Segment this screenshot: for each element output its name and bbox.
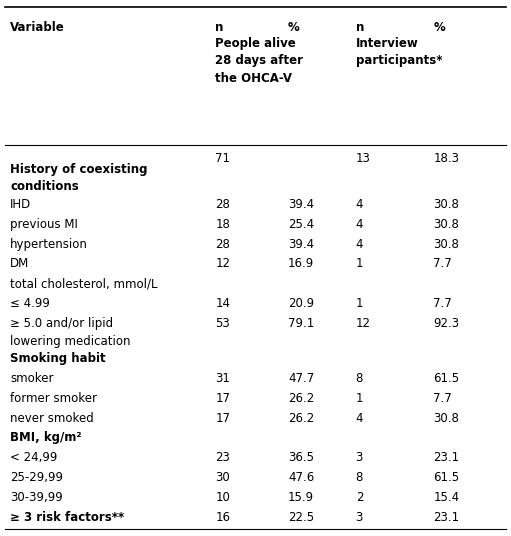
Text: 36.5: 36.5	[288, 451, 314, 464]
Text: 4: 4	[356, 198, 363, 211]
Text: n: n	[216, 21, 224, 34]
Text: 30.8: 30.8	[433, 412, 459, 425]
Text: ≤ 4.99: ≤ 4.99	[10, 297, 50, 310]
Text: History of coexisting
conditions: History of coexisting conditions	[10, 163, 148, 193]
Text: 18.3: 18.3	[433, 152, 459, 166]
Text: Smoking habit: Smoking habit	[10, 352, 106, 365]
Text: 71: 71	[216, 152, 230, 166]
Text: 92.3: 92.3	[433, 317, 459, 330]
Text: %: %	[288, 21, 300, 34]
Text: BMI, kg/m²: BMI, kg/m²	[10, 431, 82, 444]
Text: 26.2: 26.2	[288, 392, 314, 405]
Text: People alive
28 days after
the OHCA-V: People alive 28 days after the OHCA-V	[216, 37, 304, 85]
Text: 3: 3	[356, 451, 363, 464]
Text: 3: 3	[356, 511, 363, 524]
Text: 30.8: 30.8	[433, 237, 459, 251]
Text: 7.7: 7.7	[433, 297, 452, 310]
Text: 4: 4	[356, 218, 363, 230]
Text: 14: 14	[216, 297, 230, 310]
Text: 1: 1	[356, 257, 363, 271]
Text: 1: 1	[356, 392, 363, 405]
Text: hypertension: hypertension	[10, 237, 88, 251]
Text: never smoked: never smoked	[10, 412, 94, 425]
Text: 1: 1	[356, 297, 363, 310]
Text: 16.9: 16.9	[288, 257, 314, 271]
Text: 23.1: 23.1	[433, 451, 459, 464]
Text: former smoker: former smoker	[10, 392, 97, 405]
Text: 47.6: 47.6	[288, 471, 314, 484]
Text: 4: 4	[356, 237, 363, 251]
Text: 8: 8	[356, 471, 363, 484]
Text: 2: 2	[356, 491, 363, 504]
Text: 15.4: 15.4	[433, 491, 459, 504]
Text: 23: 23	[216, 451, 230, 464]
Text: 12: 12	[216, 257, 230, 271]
Text: 17: 17	[216, 412, 230, 425]
Text: IHD: IHD	[10, 198, 31, 211]
Text: 79.1: 79.1	[288, 317, 314, 330]
Text: Interview
participants*: Interview participants*	[356, 37, 442, 68]
Text: ≥ 3 risk factors**: ≥ 3 risk factors**	[10, 511, 124, 524]
Text: n: n	[356, 21, 364, 34]
Text: 22.5: 22.5	[288, 511, 314, 524]
Text: 8: 8	[356, 372, 363, 385]
Text: 47.7: 47.7	[288, 372, 314, 385]
Text: 39.4: 39.4	[288, 198, 314, 211]
Text: 61.5: 61.5	[433, 372, 459, 385]
Text: 17: 17	[216, 392, 230, 405]
Text: 30.8: 30.8	[433, 198, 459, 211]
Text: 25-29,99: 25-29,99	[10, 471, 63, 484]
Text: %: %	[433, 21, 445, 34]
Text: 61.5: 61.5	[433, 471, 459, 484]
Text: ≥ 5.0 and/or lipid
lowering medication: ≥ 5.0 and/or lipid lowering medication	[10, 317, 131, 347]
Text: 20.9: 20.9	[288, 297, 314, 310]
Text: 28: 28	[216, 237, 230, 251]
Text: 53: 53	[216, 317, 230, 330]
Text: 23.1: 23.1	[433, 511, 459, 524]
Text: 18: 18	[216, 218, 230, 230]
Text: smoker: smoker	[10, 372, 54, 385]
Text: 10: 10	[216, 491, 230, 504]
Text: Variable: Variable	[10, 21, 65, 34]
Text: 30: 30	[216, 471, 230, 484]
Text: 16: 16	[216, 511, 230, 524]
Text: < 24,99: < 24,99	[10, 451, 58, 464]
Text: 7.7: 7.7	[433, 257, 452, 271]
Text: 30-39,99: 30-39,99	[10, 491, 63, 504]
Text: 15.9: 15.9	[288, 491, 314, 504]
Text: 4: 4	[356, 412, 363, 425]
Text: 28: 28	[216, 198, 230, 211]
Text: 12: 12	[356, 317, 370, 330]
Text: 25.4: 25.4	[288, 218, 314, 230]
Text: total cholesterol, mmol/L: total cholesterol, mmol/L	[10, 277, 157, 291]
Text: 39.4: 39.4	[288, 237, 314, 251]
Text: 13: 13	[356, 152, 370, 166]
Text: previous MI: previous MI	[10, 218, 78, 230]
Text: 7.7: 7.7	[433, 392, 452, 405]
Text: 30.8: 30.8	[433, 218, 459, 230]
Text: 26.2: 26.2	[288, 412, 314, 425]
Text: 31: 31	[216, 372, 230, 385]
Text: DM: DM	[10, 257, 29, 271]
